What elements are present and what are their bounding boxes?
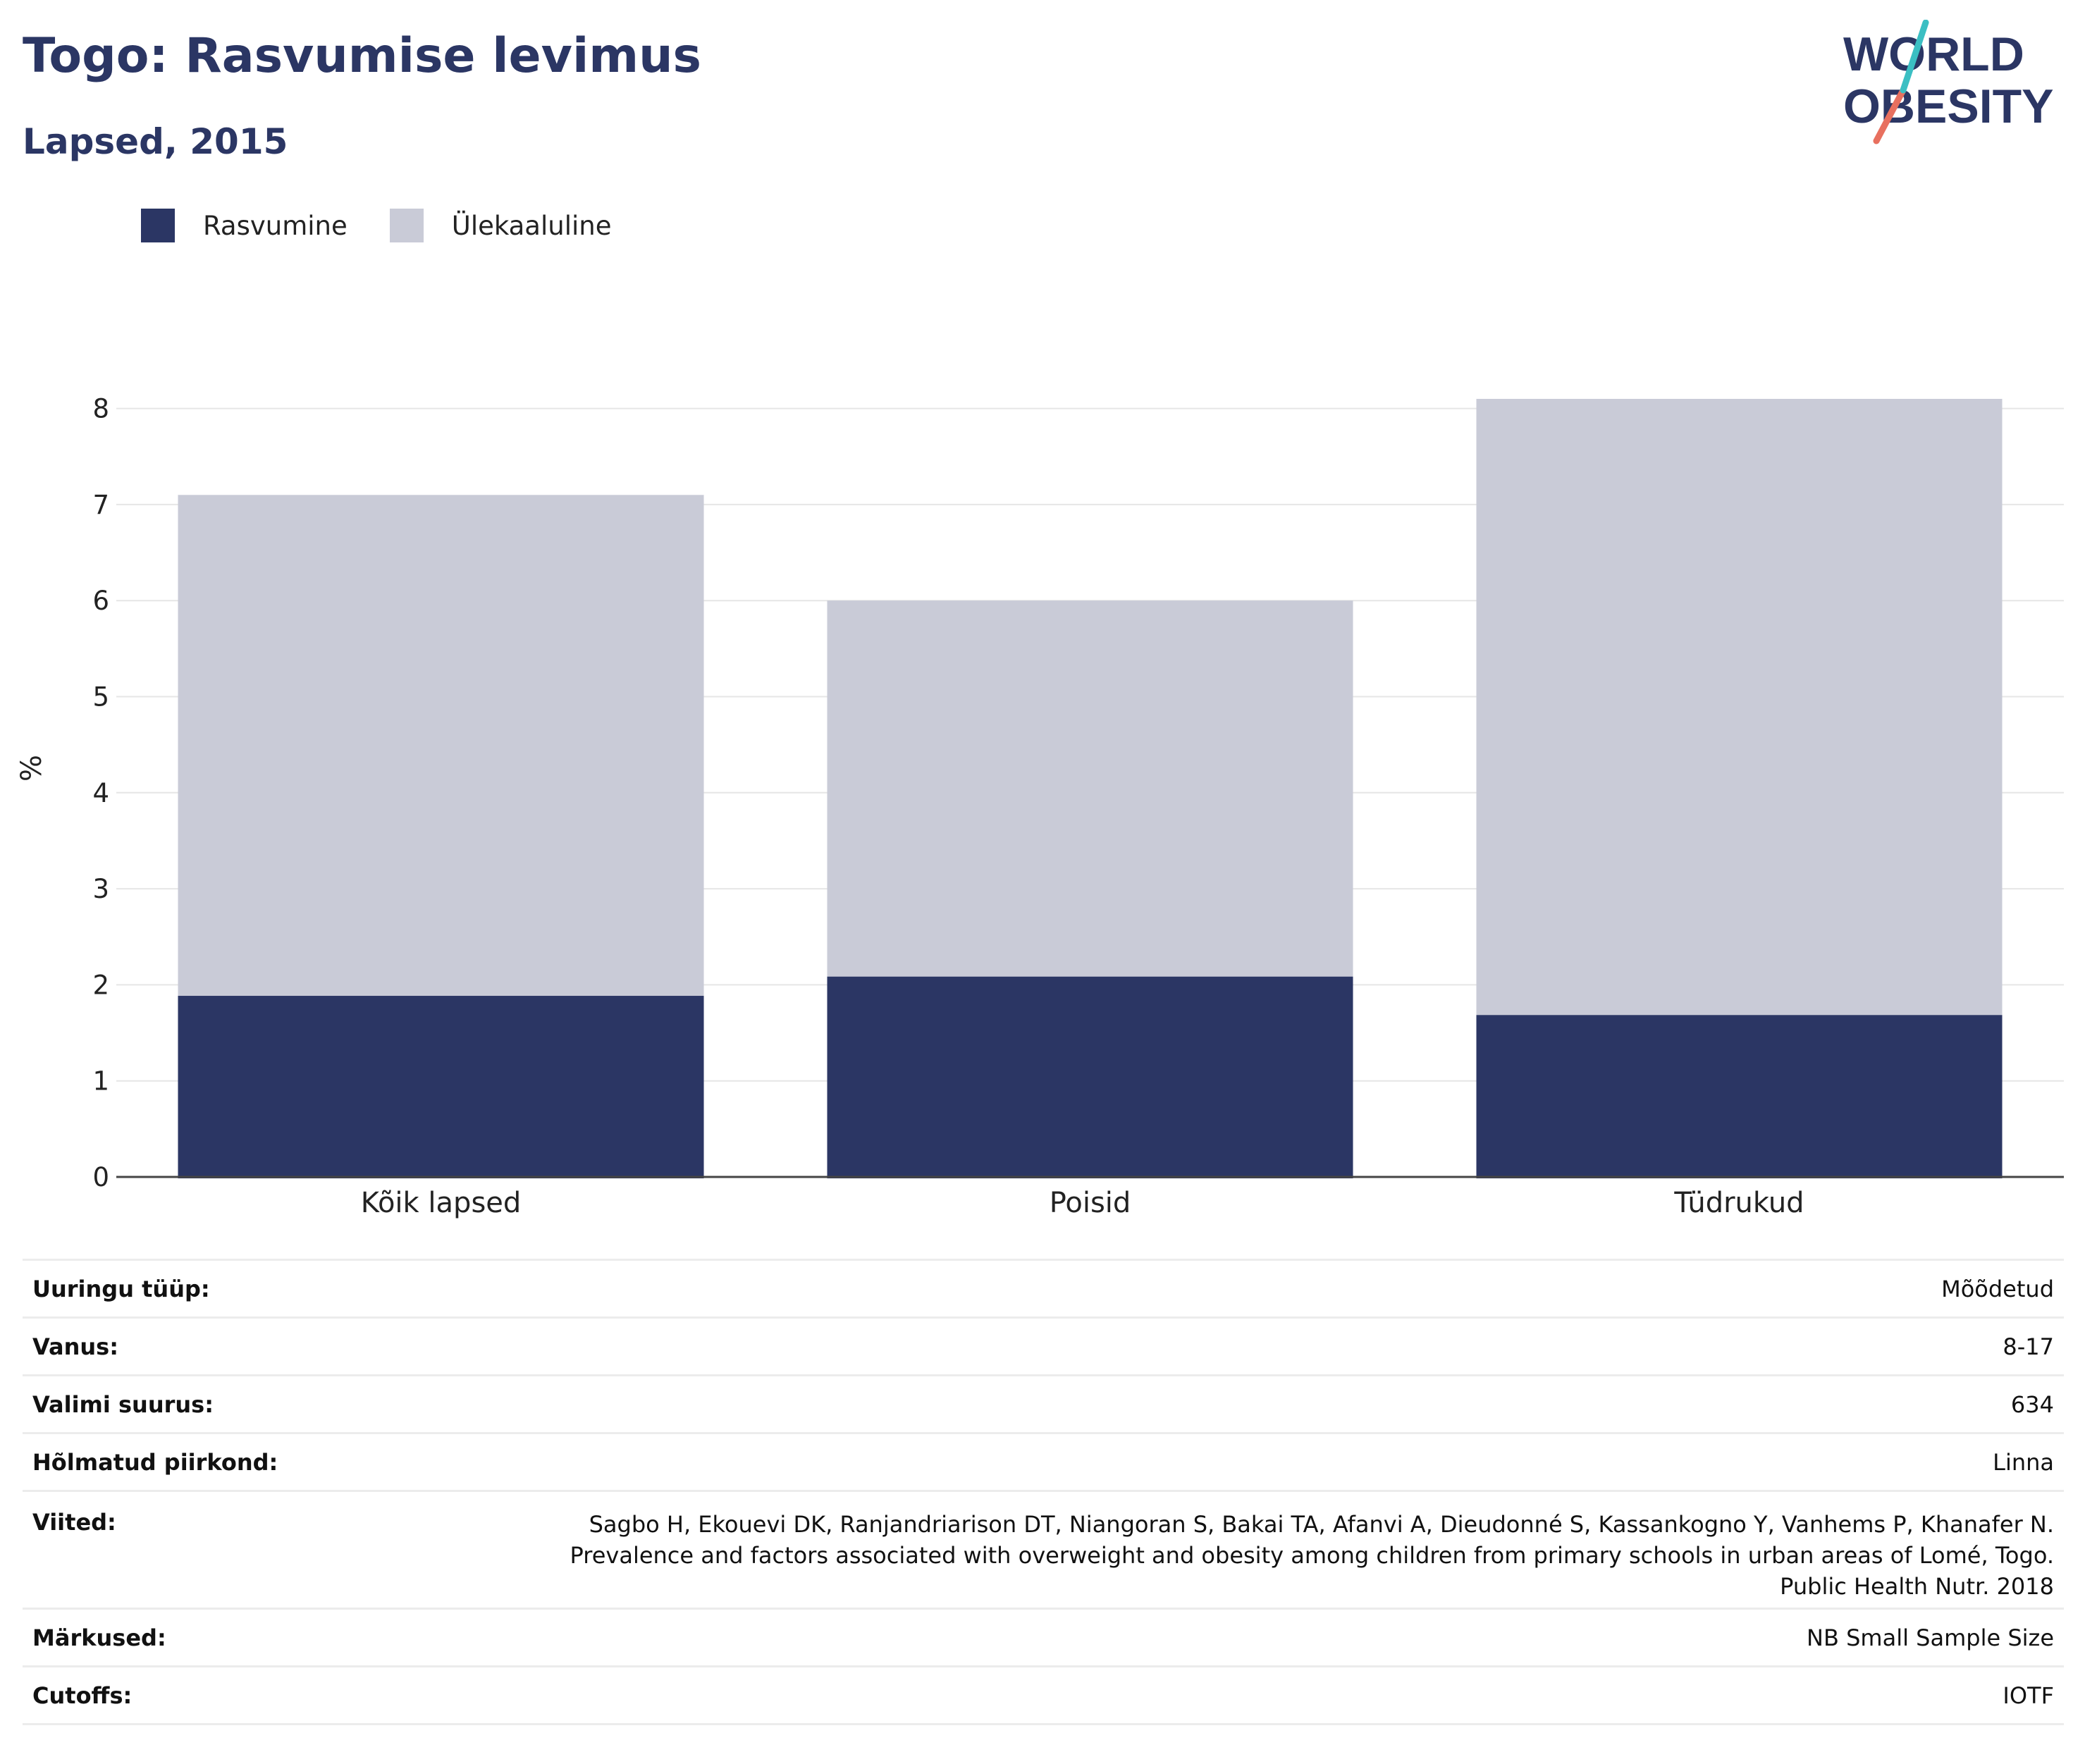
- study-info-table: Uuringu tüüp: Mõõdetud Vanus: 8-17 Valim…: [23, 1259, 2064, 1725]
- info-key: Uuringu tüüp:: [23, 1259, 329, 1318]
- info-row-area: Hõlmatud piirkond: Linna: [23, 1432, 2064, 1491]
- logo-line-1: WORLD: [1843, 27, 2024, 81]
- y-tick-label: 3: [92, 874, 109, 904]
- bar-segment: [1476, 398, 2003, 1016]
- legend-label-obesity: Rasvumine: [203, 210, 348, 241]
- logo-slash-red: [1873, 87, 1907, 144]
- y-tick-label: 8: [92, 394, 109, 424]
- info-value: 634: [328, 1374, 2064, 1433]
- x-tick-label: Poisid: [1050, 1187, 1131, 1219]
- info-value: IOTF: [328, 1665, 2064, 1725]
- logo-slash-teal: [1900, 20, 1929, 94]
- bar-segment: [827, 600, 1353, 977]
- legend-item-obesity[interactable]: Rasvumine: [141, 209, 348, 242]
- bar-segment: [827, 975, 1353, 1178]
- y-tick-label: 4: [92, 778, 109, 808]
- y-tick-label: 2: [92, 970, 109, 1000]
- y-tick-label: 6: [92, 586, 109, 616]
- info-key: Valimi suurus:: [23, 1374, 329, 1433]
- info-key: Viited:: [23, 1490, 329, 1609]
- y-tick-label: 0: [92, 1162, 109, 1192]
- bar-segment: [178, 994, 704, 1178]
- info-row-notes: Märkused: NB Small Sample Size: [23, 1608, 2064, 1667]
- legend-swatch-obesity: [141, 209, 175, 242]
- chart-legend: Rasvumine Ülekaaluline: [141, 209, 654, 242]
- reference-line: Sagbo H, Ekouevi DK, Ranjandriarison DT,…: [589, 1511, 2054, 1538]
- y-tick-label: 7: [92, 490, 109, 520]
- info-key: Cutoffs:: [23, 1665, 329, 1725]
- legend-item-overweight[interactable]: Ülekaaluline: [389, 209, 612, 242]
- info-value-references: Sagbo H, Ekouevi DK, Ranjandriarison DT,…: [328, 1490, 2064, 1609]
- bar-segment: [1476, 1013, 2003, 1178]
- x-tick-label: Kõik lapsed: [361, 1187, 522, 1219]
- x-tick-label: Tüdrukud: [1673, 1187, 1804, 1219]
- info-key: Vanus:: [23, 1316, 329, 1376]
- reference-line: Public Health Nutr. 2018: [1780, 1573, 2054, 1600]
- bar-segment: [178, 495, 704, 997]
- y-tick-label: 5: [92, 682, 109, 713]
- logo-line-2: OBESITY: [1843, 80, 2054, 133]
- legend-swatch-overweight: [389, 209, 424, 242]
- info-value: Linna: [328, 1432, 2064, 1491]
- legend-label-overweight: Ülekaaluline: [451, 210, 612, 241]
- y-tick-label: 1: [92, 1066, 109, 1097]
- reference-line: Prevalence and factors associated with o…: [570, 1542, 2054, 1569]
- info-row-survey-type: Uuringu tüüp: Mõõdetud: [23, 1259, 2064, 1318]
- chart-title: Togo: Rasvumise levimus: [23, 28, 702, 84]
- info-row-references: Viited: Sagbo H, Ekouevi DK, Ranjandriar…: [23, 1490, 2064, 1609]
- world-obesity-logo: WORLD OBESITY: [1843, 20, 2054, 144]
- info-value: Mõõdetud: [328, 1259, 2064, 1318]
- info-value: NB Small Sample Size: [328, 1608, 2064, 1667]
- info-row-cutoffs: Cutoffs: IOTF: [23, 1665, 2064, 1725]
- info-row-sample-size: Valimi suurus: 634: [23, 1374, 2064, 1433]
- chart-subtitle: Lapsed, 2015: [23, 121, 288, 162]
- y-axis-label: %: [16, 755, 48, 782]
- info-value: 8-17: [328, 1316, 2064, 1376]
- info-key: Märkused:: [23, 1608, 329, 1667]
- info-row-age: Vanus: 8-17: [23, 1316, 2064, 1376]
- info-key: Hõlmatud piirkond:: [23, 1432, 329, 1491]
- bar-chart: 0 1 2 3 4 5 6 7 8 Kõik lapsed Poisid Tüdrukud%: [16, 394, 2064, 1219]
